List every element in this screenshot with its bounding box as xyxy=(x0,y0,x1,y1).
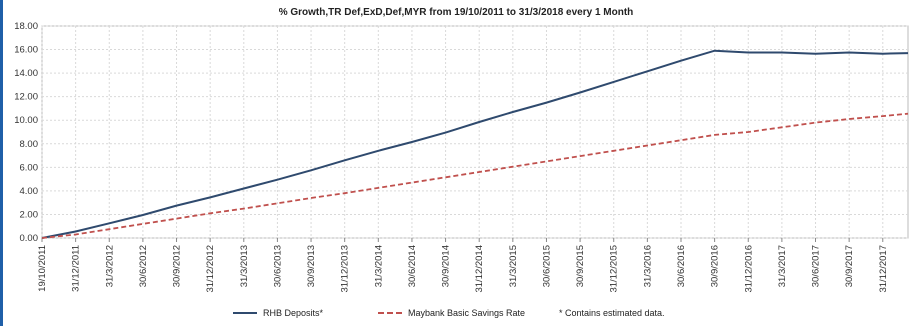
x-tick-label: 31/12/2015 xyxy=(609,245,620,293)
x-tick-label: 31/12/2012 xyxy=(205,245,216,293)
x-tick-label: 30/6/2014 xyxy=(407,245,418,287)
y-tick-label: 16.00 xyxy=(14,45,38,56)
y-tick-label: 2.00 xyxy=(20,209,39,220)
x-tick-label: 31/3/2013 xyxy=(239,245,250,287)
y-axis: 0.00 2.00 4.00 6.00 8.00 10.00 12.00 14.00 16.00… xyxy=(14,21,38,244)
x-tick-label: 30/9/2016 xyxy=(710,245,721,287)
series-group xyxy=(41,49,909,239)
x-tick-label: 30/9/2012 xyxy=(172,245,183,287)
legend-item-maybank: Maybank Basic Savings Rate xyxy=(378,308,525,318)
x-tick-label: 31/3/2015 xyxy=(508,245,519,287)
y-tick-label: 0.00 xyxy=(20,233,39,244)
y-tick-label: 8.00 xyxy=(20,139,39,150)
legend: RHB Deposits* Maybank Basic Savings Rate… xyxy=(0,308,912,324)
x-tick-label: 30/6/2012 xyxy=(138,245,149,287)
legend-swatch-rhb xyxy=(233,312,257,314)
x-tick-label: 31/3/2012 xyxy=(104,245,115,287)
series-line-rhb-deposits xyxy=(41,49,909,239)
left-border xyxy=(0,0,3,326)
x-tick-label: 31/3/2016 xyxy=(642,245,653,287)
x-tick-label: 19/10/2011 xyxy=(37,245,48,292)
x-tick-label: 30/9/2017 xyxy=(844,245,855,287)
x-tick-label: 30/9/2014 xyxy=(441,245,452,287)
chart-title: % Growth,TR Def,ExD,Def,MYR from 19/10/2… xyxy=(278,7,634,18)
y-tick-label: 4.00 xyxy=(20,186,39,197)
x-tick-label: 30/6/2013 xyxy=(272,245,283,287)
y-tick-label: 10.00 xyxy=(14,115,38,126)
x-tick-label: 31/12/2013 xyxy=(340,245,351,293)
y-tick-label: 18.00 xyxy=(14,21,38,32)
legend-label-rhb: RHB Deposits* xyxy=(263,308,324,318)
x-tick-label: 31/12/2016 xyxy=(743,245,754,293)
x-tick-label: 30/6/2015 xyxy=(541,245,552,287)
legend-swatch-maybank xyxy=(378,312,402,314)
y-tick-label: 12.00 xyxy=(14,92,38,103)
grid-lines xyxy=(41,25,909,239)
x-axis: 19/10/2011 31/12/2011 31/3/2012 30/6/2012 30… xyxy=(37,238,889,293)
x-tick-label: 31/12/2017 xyxy=(878,245,889,293)
x-tick-label: 31/12/2014 xyxy=(474,245,485,293)
x-tick-label: 30/6/2017 xyxy=(811,245,822,287)
y-tick-label: 6.00 xyxy=(20,162,39,173)
x-tick-label: 30/6/2016 xyxy=(676,245,687,287)
x-tick-label: 31/12/2011 xyxy=(71,245,82,292)
legend-item-rhb: RHB Deposits* xyxy=(233,308,323,318)
legend-label-maybank: Maybank Basic Savings Rate xyxy=(408,308,526,318)
legend-note: * Contains estimated data. xyxy=(559,308,665,318)
x-tick-label: 31/3/2017 xyxy=(777,245,788,287)
x-tick-label: 31/3/2014 xyxy=(373,245,384,287)
y-tick-label: 14.00 xyxy=(14,68,38,79)
x-tick-label: 30/9/2013 xyxy=(306,245,317,287)
x-tick-label: 30/9/2015 xyxy=(575,245,586,287)
series-line-maybank-basic-savings xyxy=(41,112,909,239)
